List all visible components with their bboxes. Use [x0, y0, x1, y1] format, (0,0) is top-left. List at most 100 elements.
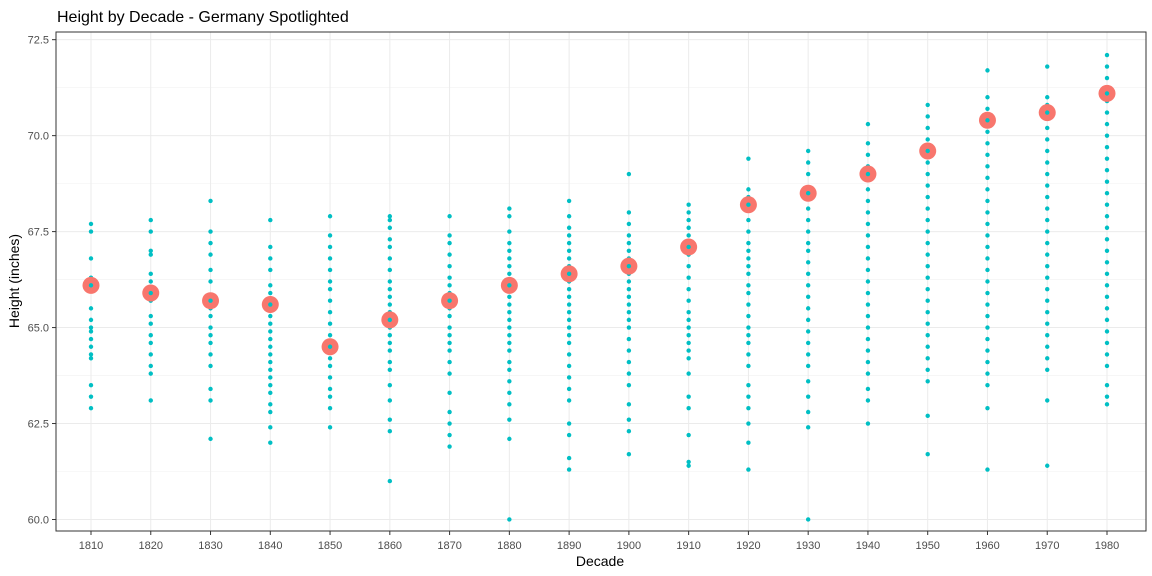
data-point	[746, 340, 751, 346]
data-point	[985, 106, 990, 111]
data-point	[327, 214, 333, 219]
data-point	[626, 171, 632, 177]
data-point	[387, 429, 393, 434]
data-point	[985, 359, 990, 365]
data-point	[925, 229, 930, 234]
data-point	[865, 336, 871, 342]
data-point	[626, 359, 632, 365]
data-point	[566, 317, 572, 323]
x-tick-label: 1830	[198, 540, 222, 552]
data-point	[268, 290, 273, 296]
data-point	[686, 371, 691, 376]
data-point	[985, 198, 990, 204]
data-point	[865, 121, 871, 127]
data-point	[626, 286, 632, 292]
data-point	[626, 294, 632, 300]
data-point	[805, 240, 811, 246]
data-point	[387, 382, 393, 388]
data-point	[805, 271, 811, 277]
data-point	[88, 405, 94, 411]
data-point	[626, 221, 632, 227]
data-point	[1045, 95, 1050, 100]
data-point	[327, 321, 333, 326]
data-point	[1104, 329, 1110, 334]
data-point	[626, 452, 632, 457]
data-point	[925, 160, 930, 165]
data-point	[746, 283, 751, 288]
data-point	[686, 225, 691, 230]
data-point	[1104, 179, 1110, 184]
data-point	[985, 68, 990, 73]
data-point	[1104, 394, 1110, 399]
data-point	[746, 325, 751, 330]
data-point	[1104, 237, 1110, 242]
data-point	[925, 298, 930, 303]
data-point	[865, 221, 871, 227]
data-point	[88, 352, 94, 357]
data-point	[925, 125, 930, 131]
data-point	[1104, 167, 1110, 173]
data-point	[985, 290, 990, 296]
data-point	[805, 171, 811, 177]
data-point	[208, 333, 213, 338]
data-point	[865, 267, 871, 273]
data-point	[1104, 306, 1110, 311]
data-point	[387, 279, 393, 284]
data-point	[268, 244, 273, 250]
data-point	[387, 214, 393, 219]
data-point	[805, 517, 811, 522]
data-point	[387, 417, 393, 422]
data-point	[1104, 317, 1110, 323]
data-point	[566, 432, 572, 438]
data-point	[925, 252, 930, 257]
data-point	[985, 348, 990, 353]
data-point	[1045, 356, 1050, 361]
data-point	[268, 313, 273, 319]
data-point	[88, 325, 94, 330]
data-point	[805, 329, 811, 334]
overlay-point	[566, 271, 572, 277]
data-point	[985, 371, 990, 376]
data-point	[88, 382, 94, 388]
data-point	[148, 371, 153, 376]
data-point	[1045, 64, 1050, 69]
data-point	[805, 306, 811, 311]
data-point	[507, 263, 512, 269]
data-point	[268, 256, 273, 261]
data-point	[985, 256, 990, 261]
data-point	[1104, 225, 1110, 230]
data-point	[507, 402, 512, 407]
data-point	[387, 359, 393, 365]
overlay-point	[447, 298, 452, 303]
data-point	[1045, 194, 1050, 200]
data-point	[626, 233, 632, 238]
data-point	[268, 409, 273, 415]
x-tick-label: 1970	[1035, 540, 1059, 552]
data-point	[1045, 125, 1050, 131]
data-point	[1104, 110, 1110, 115]
data-point	[507, 240, 512, 246]
data-point	[925, 137, 930, 142]
data-point	[566, 302, 572, 307]
data-point	[805, 283, 811, 288]
data-point	[686, 463, 691, 468]
data-point	[268, 390, 273, 396]
data-point	[387, 237, 393, 242]
data-point	[507, 340, 512, 346]
data-point	[686, 317, 691, 323]
y-axis-ticks: 60.0 62.5 65.0 67.5 70.0 72.5	[28, 35, 56, 526]
data-point	[1104, 52, 1110, 58]
data-point	[387, 244, 393, 250]
data-point	[925, 240, 930, 246]
data-point	[566, 256, 572, 261]
data-point	[805, 379, 811, 384]
data-point	[1104, 214, 1110, 219]
data-point	[925, 263, 930, 269]
data-point	[148, 279, 153, 284]
data-point	[746, 271, 751, 277]
data-point	[447, 359, 452, 365]
data-point	[1104, 260, 1110, 265]
data-point	[865, 233, 871, 238]
data-point	[327, 375, 333, 380]
data-point	[805, 294, 811, 300]
